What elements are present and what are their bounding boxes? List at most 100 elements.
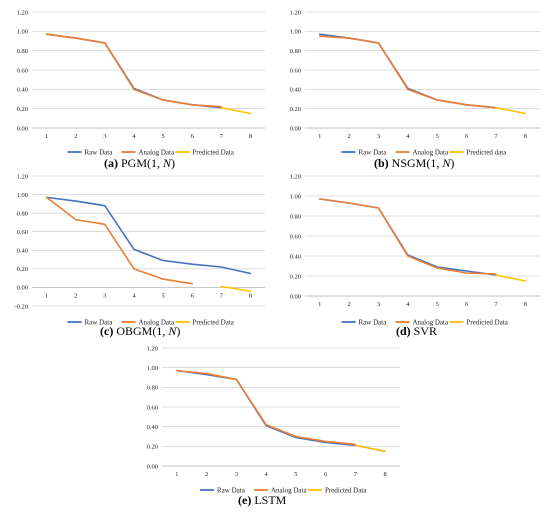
legend-label-analog-data: Analog Data [139, 318, 175, 326]
x-tick-label: 7 [354, 471, 358, 478]
chart-svg-lstm: 0.00 0.20 0.40 0.60 0.80 1.00 1.20 1 2 3 4 5 6 7 8 Raw … [147, 345, 400, 494]
x-tick-label: 6 [324, 471, 328, 478]
series-line-raw-data [45, 33, 223, 109]
legend-label-analog-data: Analog Data [271, 486, 307, 494]
x-tick-label: 4 [406, 133, 410, 140]
y-tick-label: 0.60 [290, 67, 301, 74]
x-tick-label: 1 [175, 471, 178, 478]
x-tick-label: 4 [132, 133, 136, 140]
caption-method: NSGM [391, 156, 427, 170]
y-tick-label: -0.20 [14, 303, 28, 310]
y-tick-label: 0.40 [290, 253, 301, 260]
caption-letter: (a) [104, 156, 118, 170]
y-tick-label: 0.60 [147, 404, 158, 411]
x-tick-label: 8 [384, 471, 387, 478]
legend-label-predicted-data: Predicted Data [325, 486, 367, 494]
series-line-raw-data [318, 198, 497, 276]
x-tick-label: 3 [377, 301, 380, 308]
legend-label-analog-data: Analog Data [139, 148, 175, 156]
x-tick-label: 2 [347, 133, 350, 140]
x-tick-label: 7 [494, 301, 498, 308]
series-line-raw-data [318, 33, 497, 109]
y-tick-label: 0.20 [17, 106, 28, 113]
caption-args-prefix: (1, [147, 156, 164, 170]
x-tick-label: 7 [220, 133, 224, 140]
series-line-raw-data [45, 196, 252, 275]
chart-panel-nsgm: 0.00 0.20 0.40 0.60 0.80 1.00 1.20 1 2 3 4 5 6 7 8 Raw … [275, 0, 550, 160]
legend-label-raw-data: Raw Data [85, 148, 114, 156]
y-tick-label: 0.80 [147, 385, 158, 392]
y-tick-label: 1.00 [290, 193, 301, 200]
series-line-predicted-data [220, 285, 252, 292]
legend-label-predicted-data: Predicted Data [193, 148, 235, 156]
x-tick-label: 6 [191, 292, 195, 299]
chart-panel-pgm: 0.00 0.20 0.40 0.60 0.80 1.00 1.20 1 2 3 4 5 6 7 8 Raw … [0, 0, 275, 160]
chart-svg-obgm: -0.20 0.00 0.20 0.40 0.60 0.80 1.00 1.20 1 2 3 4 5 6 7… [14, 173, 265, 326]
x-tick-label: 4 [406, 301, 410, 308]
x-tick-label: 2 [347, 301, 350, 308]
y-tick-label: 0.00 [147, 463, 158, 470]
caption-nsgm: (b) NSGM(1, N) [374, 156, 454, 171]
caption-method: PGM [121, 156, 148, 170]
x-tick-label: 3 [235, 471, 238, 478]
x-tick-label: 3 [103, 133, 106, 140]
y-tick-label: 0.00 [17, 285, 28, 292]
caption-obgm: (c) OBGM(1, N) [100, 324, 180, 339]
y-tick-label: 0.80 [17, 48, 28, 55]
caption-args-suffix: ) [176, 324, 181, 338]
legend-label-raw-data: Raw Data [85, 318, 114, 326]
y-tick-label: 0.20 [290, 106, 301, 113]
y-tick-label: 0.40 [17, 87, 28, 94]
caption-pgm: (a) PGM(1, N) [104, 156, 175, 171]
y-tick-label: 1.00 [17, 192, 28, 199]
legend-label-raw-data: Raw Data [217, 486, 246, 494]
y-tick-label: 0.80 [17, 210, 28, 217]
chart-panel-lstm: 0.00 0.20 0.40 0.60 0.80 1.00 1.20 1 2 3 4 5 6 7 8 Raw … [135, 336, 415, 501]
y-tick-label: 1.20 [17, 9, 28, 16]
x-tick-label: 6 [191, 133, 195, 140]
x-tick-label: 2 [205, 471, 208, 478]
y-tick-label: 0.20 [17, 266, 28, 273]
caption-args-var: N [168, 324, 177, 338]
caption-args-var: N [442, 156, 451, 170]
caption-args-suffix: ) [171, 156, 176, 170]
caption-args-var: N [163, 156, 172, 170]
y-tick-label: 0.20 [147, 444, 158, 451]
y-tick-label: 1.00 [17, 29, 28, 36]
y-tick-label: 0.80 [290, 213, 301, 220]
legend-label-analog-data: Analog Data [413, 148, 449, 156]
y-tick-label: 0.60 [17, 67, 28, 74]
x-tick-label: 1 [45, 292, 48, 299]
caption-letter: (b) [374, 156, 389, 170]
y-tick-label: 1.20 [290, 173, 301, 180]
x-tick-label: 4 [132, 292, 136, 299]
y-tick-label: 1.20 [147, 345, 158, 352]
caption-method: OBGM [116, 324, 153, 338]
x-tick-label: 6 [465, 301, 469, 308]
chart-svg-nsgm: 0.00 0.20 0.40 0.60 0.80 1.00 1.20 1 2 3 4 5 6 7 8 Raw … [290, 9, 540, 156]
x-tick-label: 3 [377, 133, 380, 140]
x-tick-label: 5 [161, 292, 164, 299]
y-tick-label: 0.00 [290, 125, 301, 132]
x-tick-label: 8 [524, 301, 527, 308]
y-tick-label: 0.00 [17, 125, 28, 132]
y-tick-label: 0.40 [17, 248, 28, 255]
legend-label-predicted-data: Predicted Data [193, 318, 235, 326]
legend-label-predicted-data: Predicted data [467, 148, 508, 156]
chart-panel-obgm: -0.20 0.00 0.20 0.40 0.60 0.80 1.00 1.20 1 2 3 4 5 6 7… [0, 172, 275, 337]
y-tick-label: 1.20 [290, 9, 301, 16]
legend-label-raw-data: Raw Data [359, 148, 388, 156]
x-tick-label: 1 [318, 133, 321, 140]
y-tick-label: 1.20 [17, 173, 28, 180]
legend-label-predicted-data: Predicted Data [467, 318, 509, 326]
caption-svr: (d) SVR [396, 324, 437, 339]
caption-args-prefix: (1, [426, 156, 443, 170]
series-line-analog-data [318, 198, 497, 275]
y-tick-label: 0.80 [290, 48, 301, 55]
x-tick-label: 8 [249, 133, 252, 140]
x-tick-label: 7 [494, 133, 498, 140]
x-tick-label: 5 [436, 133, 439, 140]
x-tick-label: 1 [45, 133, 48, 140]
x-tick-label: 3 [103, 292, 106, 299]
x-tick-label: 6 [465, 133, 469, 140]
